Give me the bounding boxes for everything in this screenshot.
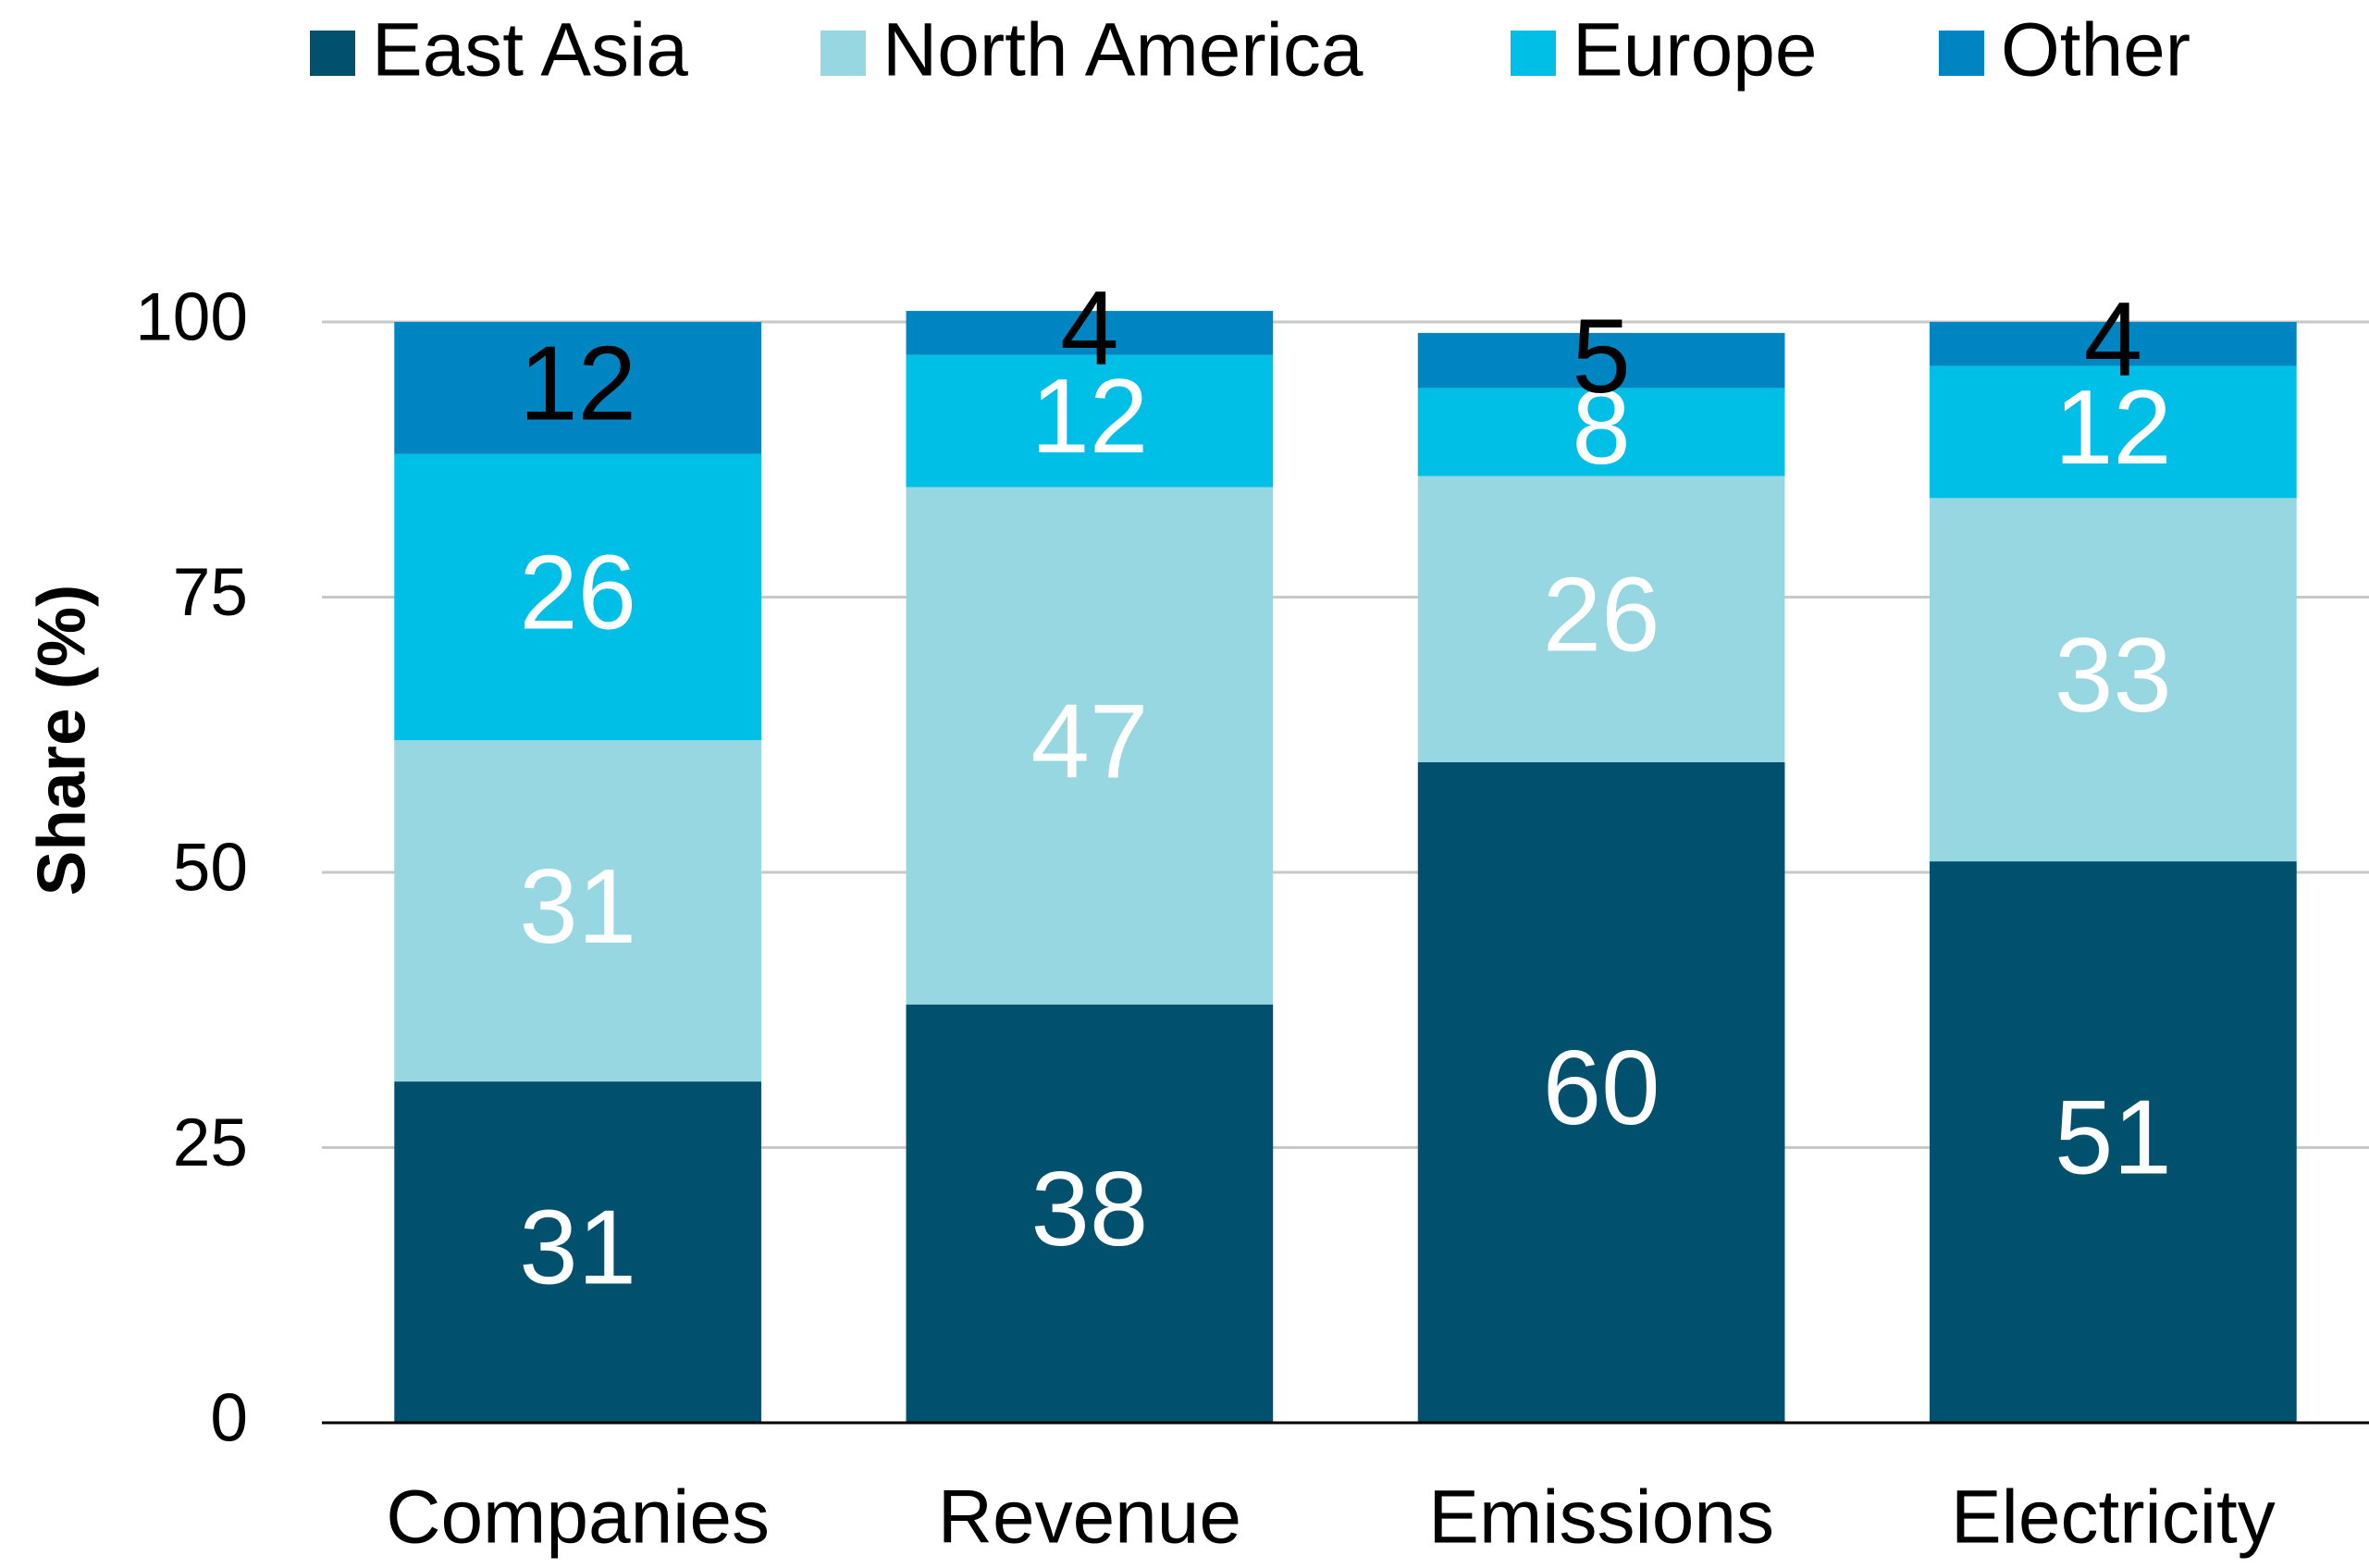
y-tick-label: 50 <box>173 830 248 905</box>
x-tick-label: Electricity <box>1951 1475 2276 1560</box>
bar-segment <box>394 453 761 741</box>
data-label: 8 <box>1572 369 1630 487</box>
bar-segment <box>394 322 761 454</box>
bar-segment <box>906 354 1274 488</box>
bar-segment <box>394 740 761 1082</box>
bar-segment <box>394 1081 761 1423</box>
bar-segment <box>1417 388 1785 476</box>
data-label: 47 <box>1030 683 1148 800</box>
bar-segment <box>906 487 1274 1005</box>
bar-segment <box>1930 498 2297 862</box>
x-tick-label: Companies <box>386 1475 770 1560</box>
data-label: 33 <box>2054 617 2172 735</box>
y-tick-label: 75 <box>173 555 248 630</box>
legend-label: East Asia <box>372 8 688 93</box>
bar-segment <box>1417 475 1785 762</box>
data-label: 60 <box>1543 1030 1660 1147</box>
bar-segment <box>906 311 1274 355</box>
x-tick-label: Emissions <box>1428 1475 1774 1560</box>
bar-segment <box>1417 332 1785 389</box>
bar-segment <box>1930 861 2297 1423</box>
data-label: 31 <box>519 1190 636 1307</box>
data-label: 5 <box>1572 298 1630 415</box>
legend-swatch <box>821 31 866 76</box>
bar-segment <box>1930 322 2297 366</box>
data-label: 26 <box>519 535 636 652</box>
data-label: 31 <box>519 848 636 966</box>
y-tick-label: 100 <box>135 279 248 354</box>
legend-swatch <box>1939 31 1984 76</box>
data-label: 12 <box>1030 358 1148 475</box>
legend-label: Other <box>2001 8 2190 93</box>
data-label: 12 <box>519 326 636 443</box>
legend-swatch <box>1511 31 1556 76</box>
data-label: 4 <box>1060 270 1118 388</box>
bar-segment <box>1417 762 1785 1423</box>
data-label: 51 <box>2054 1080 2172 1197</box>
data-label: 38 <box>1030 1151 1148 1268</box>
legend-label: North America <box>882 8 1363 93</box>
data-label: 26 <box>1543 556 1660 673</box>
y-axis-label: Share (%) <box>24 585 99 896</box>
bar-segment <box>1930 365 2297 499</box>
data-label: 4 <box>2084 281 2142 399</box>
legend-label: Europe <box>1573 8 1817 93</box>
bar-segment <box>906 1004 1274 1423</box>
x-tick-label: Revenue <box>938 1475 1241 1560</box>
y-tick-label: 25 <box>173 1105 248 1180</box>
y-tick-label: 0 <box>210 1380 248 1455</box>
legend-swatch <box>310 31 355 76</box>
data-label: 12 <box>2054 369 2172 487</box>
